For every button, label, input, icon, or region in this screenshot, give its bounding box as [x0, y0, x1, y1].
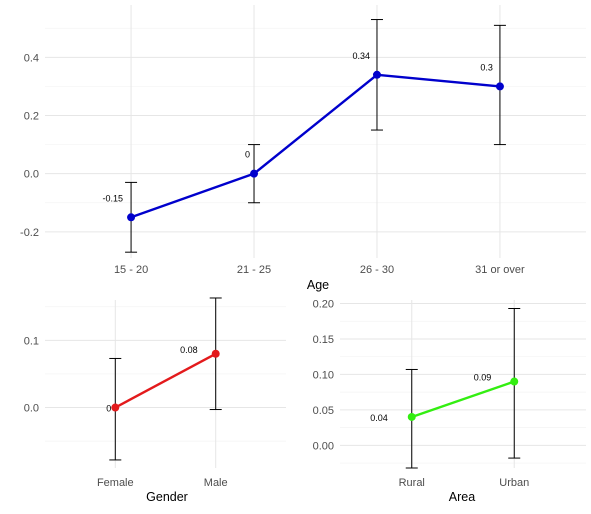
x-tick-label: 15 - 20	[114, 264, 148, 276]
data-label: 0.09	[474, 373, 492, 383]
x-axis-title: Gender	[146, 490, 188, 504]
data-point	[250, 169, 259, 178]
data-label: 0.08	[180, 345, 198, 355]
x-axis-title: Age	[307, 278, 329, 292]
series-line	[411, 380, 515, 419]
y-tick-label: -0.2	[20, 227, 39, 239]
data-label: 0	[106, 404, 111, 414]
y-tick-label: 0.4	[24, 52, 39, 64]
x-tick-label: 26 - 30	[360, 264, 394, 276]
data-point	[111, 403, 120, 412]
data-point	[510, 377, 519, 386]
x-tick-label: Urban	[499, 477, 529, 489]
y-tick-label: 0.0	[24, 403, 39, 415]
data-point	[211, 349, 220, 358]
y-tick-label: 0.0	[24, 169, 39, 181]
data-label: -0.15	[103, 193, 124, 203]
data-point	[372, 70, 381, 79]
data-label: 0.34	[352, 51, 370, 61]
data-label: 0.04	[370, 413, 388, 423]
x-axis-title: Area	[449, 490, 475, 504]
data-point	[495, 82, 504, 91]
y-tick-label: 0.05	[313, 405, 334, 417]
x-tick-label: Female	[97, 477, 134, 489]
y-tick-label: 0.20	[313, 299, 334, 311]
data-point	[127, 213, 136, 222]
data-label: 0	[245, 150, 250, 160]
x-tick-label: Rural	[399, 477, 425, 489]
x-tick-label: Male	[204, 477, 228, 489]
series-line	[114, 352, 217, 409]
x-tick-label: 21 - 25	[237, 264, 271, 276]
y-tick-label: 0.10	[313, 369, 334, 381]
y-tick-label: 0.00	[313, 440, 334, 452]
data-point	[407, 412, 416, 421]
data-label: 0.3	[480, 62, 493, 72]
series-line	[130, 73, 501, 219]
y-tick-label: 0.2	[24, 111, 39, 123]
x-tick-label: 31 or over	[475, 264, 525, 276]
y-tick-label: 0.1	[24, 335, 39, 347]
y-tick-label: 0.15	[313, 334, 334, 346]
